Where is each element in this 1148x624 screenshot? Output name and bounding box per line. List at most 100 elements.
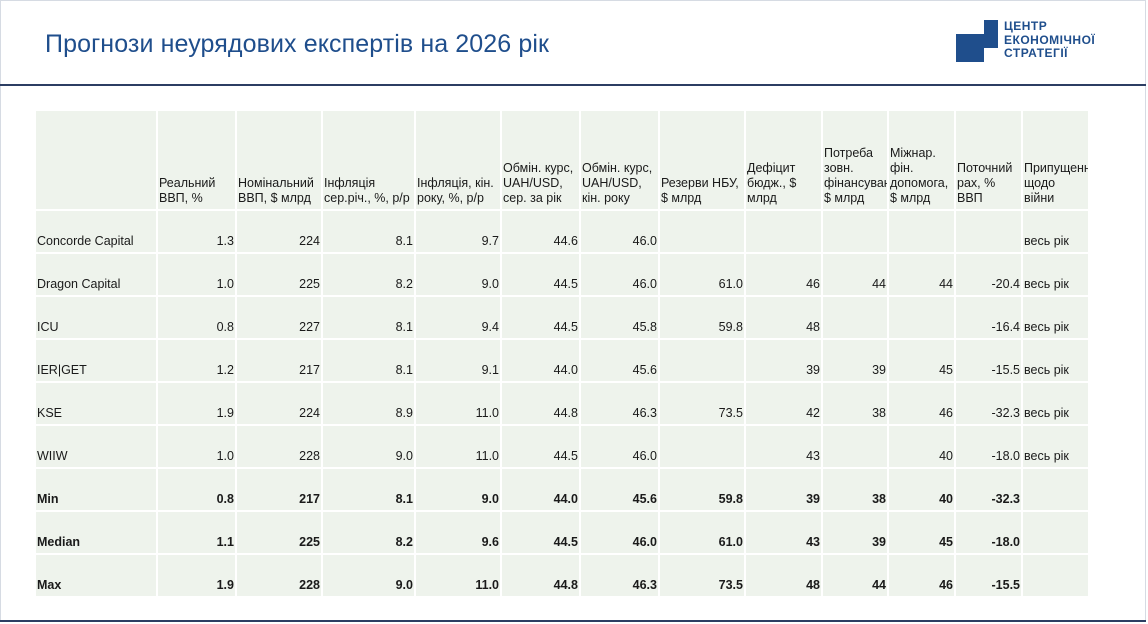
column-header: Потреба зовн. фінансування, $ млрд bbox=[822, 111, 889, 211]
table-cell: 44.5 bbox=[501, 511, 581, 555]
table-cell: 1.0 bbox=[157, 425, 237, 469]
row-label: Dragon Capital bbox=[36, 253, 158, 297]
logo-line-1: ЦЕНТР bbox=[1004, 19, 1048, 33]
table-cell: 46.0 bbox=[580, 253, 660, 297]
table-cell: 8.1 bbox=[322, 296, 416, 340]
table-cell: 44.5 bbox=[501, 425, 581, 469]
row-label: Concorde Capital bbox=[36, 210, 158, 254]
table-cell: 11.0 bbox=[415, 554, 502, 598]
table-cell: 45 bbox=[888, 511, 956, 555]
table-cell: 9.0 bbox=[322, 554, 416, 598]
table-cell: 45.6 bbox=[580, 468, 660, 512]
table-cell: 8.2 bbox=[322, 253, 416, 297]
table-cell: 44.6 bbox=[501, 210, 581, 254]
summary-row: Max 1.9 228 9.0 11.0 44.8 46.3 73.5 48 44 46 -15.5 bbox=[36, 554, 1090, 598]
column-header: Припущення щодо війни bbox=[1022, 111, 1090, 211]
table-cell: 43 bbox=[745, 511, 823, 555]
row-label: Median bbox=[36, 511, 158, 555]
table-cell: 11.0 bbox=[415, 382, 502, 426]
summary-row: Min 0.8 217 8.1 9.0 44.0 45.6 59.8 39 38 40 -32.3 bbox=[36, 468, 1090, 512]
table-cell: 46 bbox=[745, 253, 823, 297]
table-row: Dragon Capital 1.0 225 8.2 9.0 44.5 46.0 61.0 46… bbox=[36, 253, 1090, 297]
table-cell: 44.0 bbox=[501, 468, 581, 512]
table-cell: 1.0 bbox=[157, 253, 237, 297]
table-cell: 9.7 bbox=[415, 210, 502, 254]
table-cell bbox=[888, 210, 956, 254]
table-cell: 46 bbox=[888, 554, 956, 598]
table-cell: 224 bbox=[236, 382, 323, 426]
table-cell: 9.6 bbox=[415, 511, 502, 555]
column-header: Обмін. курс, UAH/USD, сер. за рік bbox=[501, 111, 581, 211]
table-row: WIIW 1.0 228 9.0 11.0 44.5 46.0 43 40 -18.0 весь р… bbox=[36, 425, 1090, 469]
column-header: Реальний ВВП, % bbox=[157, 111, 237, 211]
table-cell: 73.5 bbox=[659, 554, 746, 598]
footer-divider bbox=[0, 620, 1146, 622]
table-cell: 38 bbox=[822, 468, 889, 512]
table-cell bbox=[1022, 554, 1090, 598]
table-cell: 48 bbox=[745, 296, 823, 340]
table-cell: 44.5 bbox=[501, 296, 581, 340]
table-cell bbox=[955, 210, 1023, 254]
table-cell: -20.4 bbox=[955, 253, 1023, 297]
table-cell: 1.1 bbox=[157, 511, 237, 555]
table-cell: 46 bbox=[888, 382, 956, 426]
table-cell: 9.1 bbox=[415, 339, 502, 383]
table-cell: 46.0 bbox=[580, 210, 660, 254]
table-cell bbox=[1022, 468, 1090, 512]
table-cell bbox=[888, 296, 956, 340]
table-cell: 9.4 bbox=[415, 296, 502, 340]
table-header-row: Реальний ВВП, % Номінальний ВВП, $ млрд Ін… bbox=[36, 111, 1090, 211]
table-row: Concorde Capital 1.3 224 8.1 9.7 44.6 46.0 весь… bbox=[36, 210, 1090, 254]
column-header: Інфляція, кін. року, %, р/р bbox=[415, 111, 502, 211]
table-cell: 11.0 bbox=[415, 425, 502, 469]
table-cell: 46.3 bbox=[580, 554, 660, 598]
logo-line-2: ЕКОНОМІЧНОЇ bbox=[1004, 32, 1096, 47]
column-header bbox=[36, 111, 158, 211]
table-cell: 1.2 bbox=[157, 339, 237, 383]
table-cell: весь рік bbox=[1022, 210, 1090, 254]
table-cell bbox=[822, 296, 889, 340]
table-cell: 227 bbox=[236, 296, 323, 340]
summary-row: Median 1.1 225 8.2 9.6 44.5 46.0 61.0 43 39 45 -18.… bbox=[36, 511, 1090, 555]
table-cell: 39 bbox=[745, 339, 823, 383]
row-label: ICU bbox=[36, 296, 158, 340]
row-label: WIIW bbox=[36, 425, 158, 469]
table-cell bbox=[659, 210, 746, 254]
table-cell: -18.0 bbox=[955, 425, 1023, 469]
page-title: Прогнози неурядових експертів на 2026 рі… bbox=[45, 30, 550, 58]
table-cell: 39 bbox=[745, 468, 823, 512]
table-cell: 73.5 bbox=[659, 382, 746, 426]
table-cell: 8.1 bbox=[322, 210, 416, 254]
table-cell: 45.6 bbox=[580, 339, 660, 383]
table-cell: 39 bbox=[822, 511, 889, 555]
table-cell: 8.9 bbox=[322, 382, 416, 426]
row-label: KSE bbox=[36, 382, 158, 426]
header-divider bbox=[0, 84, 1146, 86]
logo-mark-icon bbox=[956, 20, 998, 62]
column-header: Дефіцит бюдж., $ млрд bbox=[745, 111, 823, 211]
table-cell: 40 bbox=[888, 425, 956, 469]
table-cell: 217 bbox=[236, 468, 323, 512]
table-cell: 46.0 bbox=[580, 425, 660, 469]
table-cell: весь рік bbox=[1022, 253, 1090, 297]
table-cell: 42 bbox=[745, 382, 823, 426]
table-cell: 44 bbox=[822, 554, 889, 598]
table-cell: 228 bbox=[236, 425, 323, 469]
table-cell: 45.8 bbox=[580, 296, 660, 340]
table-cell: весь рік bbox=[1022, 382, 1090, 426]
table-cell: 44 bbox=[822, 253, 889, 297]
table-cell: 46.3 bbox=[580, 382, 660, 426]
table-cell: 44.5 bbox=[501, 253, 581, 297]
table-cell: -32.3 bbox=[955, 382, 1023, 426]
table-cell: 61.0 bbox=[659, 511, 746, 555]
table-cell: 61.0 bbox=[659, 253, 746, 297]
table-row: IER|GET 1.2 217 8.1 9.1 44.0 45.6 39 39 45 -15.5 ве… bbox=[36, 339, 1090, 383]
table-cell: 1.3 bbox=[157, 210, 237, 254]
table-cell: 9.0 bbox=[415, 468, 502, 512]
table-cell bbox=[659, 425, 746, 469]
table-cell: -18.0 bbox=[955, 511, 1023, 555]
row-label: Max bbox=[36, 554, 158, 598]
logo-text: ЦЕНТР ЕКОНОМІЧНОЇ СТРАТЕГІЇ bbox=[1004, 19, 1096, 61]
table-cell: весь рік bbox=[1022, 296, 1090, 340]
table-cell: 9.0 bbox=[415, 253, 502, 297]
